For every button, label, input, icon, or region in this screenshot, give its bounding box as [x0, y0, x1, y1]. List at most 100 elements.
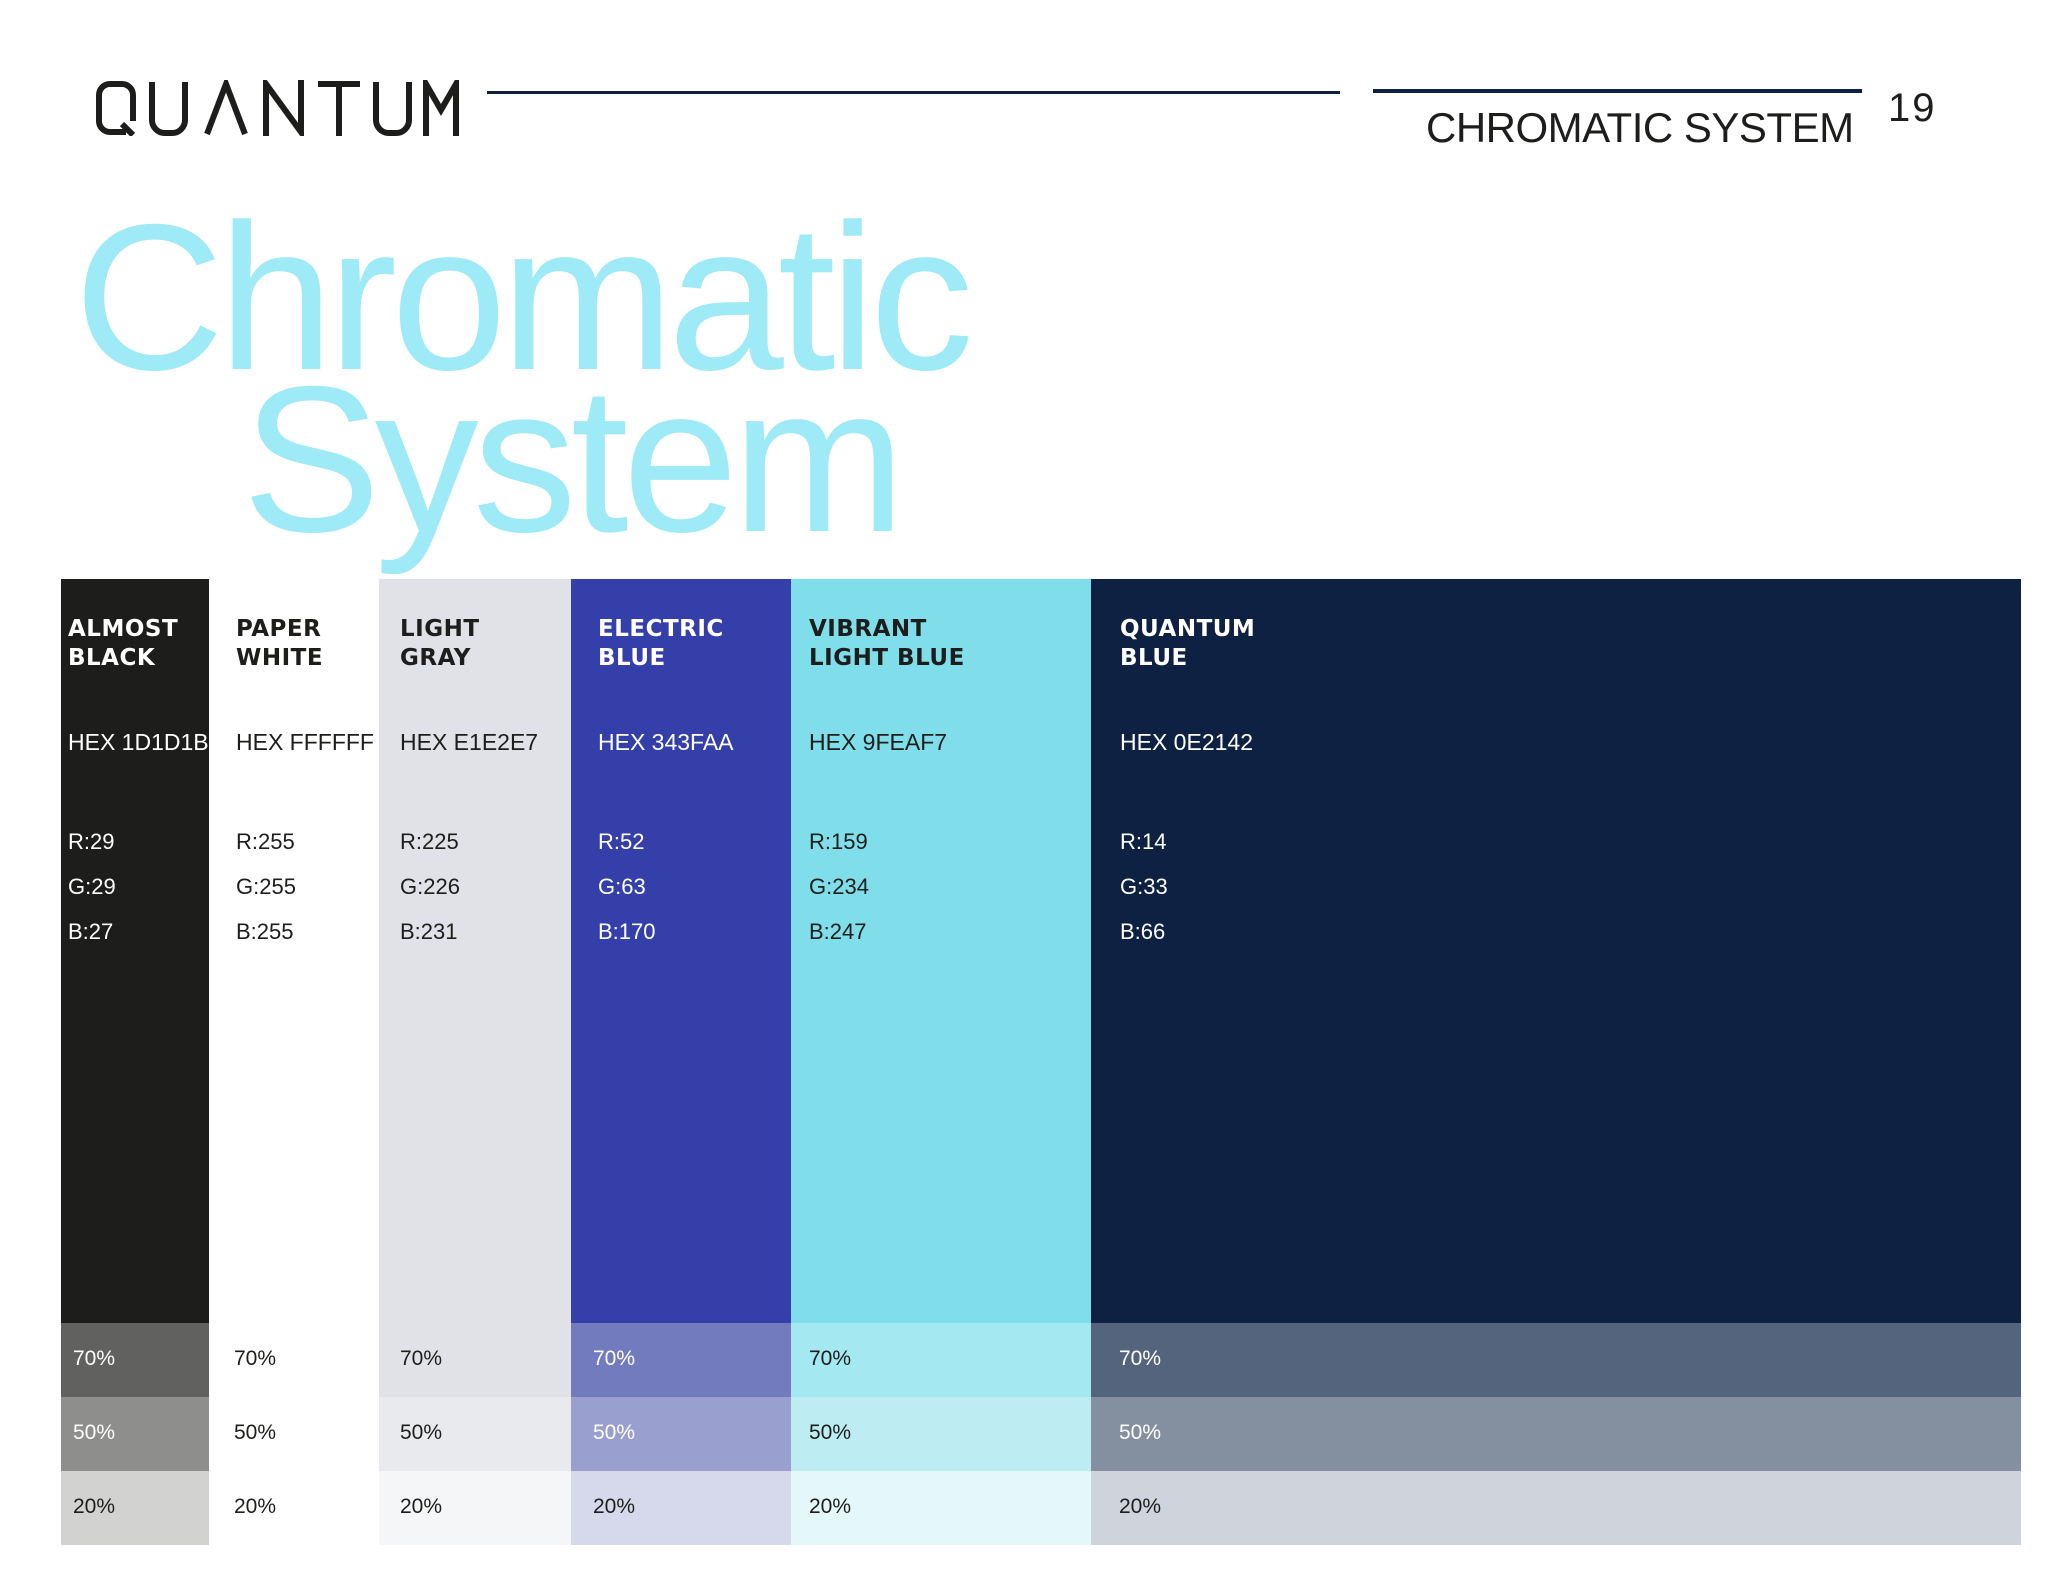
swatch-rgb: R:225 G:226 B:231: [400, 819, 460, 954]
header-rule: [487, 91, 1340, 94]
swatch-name-line-1: ALMOST: [68, 616, 179, 642]
tint-label: 70%: [1119, 1347, 1162, 1370]
swatch-color-block: PAPER WHITE HEX FFFFFF R:255 G:255 B:255: [209, 579, 379, 1323]
tint-label: 50%: [809, 1421, 852, 1444]
swatch-color-block: ALMOST BLACK HEX 1D1D1B R:29 G:29 B:27: [61, 579, 209, 1323]
swatch-name-line-2: BLACK: [68, 645, 156, 671]
tint-70: 70%: [1091, 1323, 2021, 1397]
tint-label: 50%: [1119, 1421, 1162, 1444]
swatch-blue: B:255: [236, 919, 294, 944]
swatch-name: LIGHT GRAY: [400, 615, 480, 673]
tint-label: 20%: [234, 1495, 277, 1518]
swatch-blue: B:247: [809, 919, 867, 944]
tint-20: 20%: [791, 1471, 1091, 1545]
swatch-red: R:29: [68, 829, 115, 854]
page-title-line-2: System: [242, 344, 905, 576]
tint-70: 70%: [61, 1323, 209, 1397]
swatch-red: R:52: [598, 829, 645, 854]
swatch-name-line-1: LIGHT: [400, 616, 480, 642]
swatch-light-gray: LIGHT GRAY HEX E1E2E7 R:225 G:226 B:231 …: [379, 579, 571, 1547]
swatch-green: G:234: [809, 874, 869, 899]
swatch-red: R:159: [809, 829, 868, 854]
tint-70: 70%: [571, 1323, 791, 1397]
swatch-name: QUANTUM BLUE: [1120, 615, 1255, 673]
tint-20: 20%: [61, 1471, 209, 1545]
swatch-rgb: R:14 G:33 B:66: [1120, 819, 1168, 954]
tint-20: 20%: [571, 1471, 791, 1545]
swatch-rgb: R:52 G:63 B:170: [598, 819, 656, 954]
swatch-blue: B:170: [598, 919, 656, 944]
tint-label: 20%: [809, 1495, 852, 1518]
swatch-rgb: R:255 G:255 B:255: [236, 819, 296, 954]
tint-label: 50%: [73, 1421, 116, 1444]
swatch-rgb: R:29 G:29 B:27: [68, 819, 116, 954]
swatch-name-line-2: LIGHT BLUE: [809, 645, 965, 671]
tint-label: 20%: [73, 1495, 116, 1518]
tint-50: 50%: [791, 1397, 1091, 1471]
tint-label: 70%: [234, 1347, 277, 1370]
swatch-rgb: R:159 G:234 B:247: [809, 819, 869, 954]
swatch-blue: B:66: [1120, 919, 1166, 944]
swatch-color-block: VIBRANT LIGHT BLUE HEX 9FEAF7 R:159 G:23…: [791, 579, 1091, 1323]
swatch-red: R:14: [1120, 829, 1167, 854]
swatch-almost-black: ALMOST BLACK HEX 1D1D1B R:29 G:29 B:27 7…: [61, 579, 209, 1547]
tint-70: 70%: [379, 1323, 571, 1397]
swatch-name-line-2: BLUE: [1120, 645, 1188, 671]
swatch-name: VIBRANT LIGHT BLUE: [809, 615, 965, 673]
tint-label: 70%: [593, 1347, 636, 1370]
tint-50: 50%: [379, 1397, 571, 1471]
tint-50: 50%: [1091, 1397, 2021, 1471]
swatch-green: G:29: [68, 874, 116, 899]
swatch-electric-blue: ELECTRIC BLUE HEX 343FAA R:52 G:63 B:170…: [571, 579, 791, 1547]
section-title: CHROMATIC SYSTEM: [1426, 104, 1854, 151]
quantum-logo: [96, 80, 462, 136]
swatch-name: ALMOST BLACK: [68, 615, 178, 673]
tint-label: 50%: [593, 1421, 636, 1444]
swatch-hex: HEX 9FEAF7: [809, 729, 948, 755]
tint-20: 20%: [379, 1471, 571, 1545]
swatch-name: PAPER WHITE: [236, 615, 323, 673]
swatch-hex: HEX FFFFFF: [236, 729, 374, 755]
tint-label: 20%: [400, 1495, 443, 1518]
tint-50: 50%: [61, 1397, 209, 1471]
swatch-red: R:255: [236, 829, 295, 854]
tint-label: 50%: [400, 1421, 443, 1444]
swatch-hex: HEX E1E2E7: [400, 729, 539, 755]
swatch-green: G:255: [236, 874, 296, 899]
swatch-color-block: QUANTUM BLUE HEX 0E2142 R:14 G:33 B:66: [1091, 579, 2021, 1323]
tint-label: 20%: [1119, 1495, 1162, 1518]
swatch-red: R:225: [400, 829, 459, 854]
swatch-blue: B:27: [68, 919, 114, 944]
swatch-name-line-1: VIBRANT: [809, 616, 927, 642]
tint-label: 70%: [400, 1347, 443, 1370]
swatch-name-line-1: QUANTUM: [1120, 616, 1256, 642]
color-palette: ALMOST BLACK HEX 1D1D1B R:29 G:29 B:27 7…: [61, 579, 2021, 1547]
swatch-name-line-2: GRAY: [400, 645, 471, 671]
tint-label: 70%: [73, 1347, 116, 1370]
tint-50: 50%: [571, 1397, 791, 1471]
swatch-name-line-2: BLUE: [598, 645, 666, 671]
swatch-vibrant-light-blue: VIBRANT LIGHT BLUE HEX 9FEAF7 R:159 G:23…: [791, 579, 1091, 1547]
tint-20: 20%: [209, 1471, 379, 1545]
swatch-hex: HEX 0E2142: [1120, 729, 1253, 755]
swatch-quantum-blue: QUANTUM BLUE HEX 0E2142 R:14 G:33 B:66 7…: [1091, 579, 2021, 1547]
tint-50: 50%: [209, 1397, 379, 1471]
swatch-blue: B:231: [400, 919, 458, 944]
page-number: 19: [1888, 86, 1937, 130]
swatch-hex: HEX 343FAA: [598, 729, 734, 755]
swatch-name-line-1: ELECTRIC: [598, 616, 724, 642]
swatch-name: ELECTRIC BLUE: [598, 615, 724, 673]
section-rule: [1373, 89, 1862, 93]
swatch-green: G:33: [1120, 874, 1168, 899]
swatch-color-block: ELECTRIC BLUE HEX 343FAA R:52 G:63 B:170: [571, 579, 791, 1323]
tint-70: 70%: [791, 1323, 1091, 1397]
swatch-color-block: LIGHT GRAY HEX E1E2E7 R:225 G:226 B:231: [379, 579, 571, 1323]
tint-label: 50%: [234, 1421, 277, 1444]
swatch-paper-white: PAPER WHITE HEX FFFFFF R:255 G:255 B:255…: [209, 579, 379, 1547]
swatch-green: G:226: [400, 874, 460, 899]
swatch-hex: HEX 1D1D1B: [68, 729, 209, 755]
page-title-line-1: Chromatic: [74, 182, 974, 414]
swatch-green: G:63: [598, 874, 646, 899]
tint-label: 70%: [809, 1347, 852, 1370]
tint-70: 70%: [209, 1323, 379, 1397]
